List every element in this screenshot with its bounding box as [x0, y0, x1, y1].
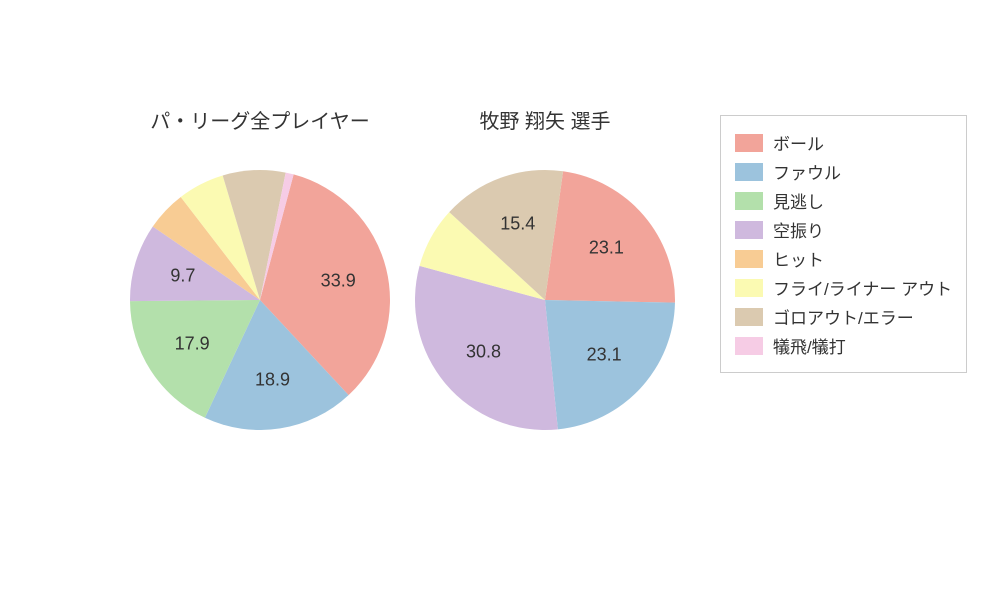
slice-label-foul: 18.9 [255, 369, 290, 390]
legend-label: ファウル [773, 159, 841, 184]
slice-label-ball: 23.1 [589, 237, 624, 258]
chart-title: パ・リーグ全プレイヤー [110, 105, 410, 134]
legend-item-foul: ファウル [735, 159, 952, 184]
slice-label-look: 17.9 [175, 333, 210, 354]
legend-label: 犠飛/犠打 [773, 333, 846, 358]
slice-label-ground: 15.4 [500, 214, 535, 235]
legend-swatch-hit [735, 250, 763, 268]
slice-label-foul: 23.1 [587, 344, 622, 365]
legend-label: 空振り [773, 217, 824, 242]
legend-swatch-swing [735, 221, 763, 239]
legend-swatch-ball [735, 134, 763, 152]
legend-swatch-sac [735, 337, 763, 355]
legend-item-ground: ゴロアウト/エラー [735, 304, 952, 329]
slice-label-swing: 9.7 [170, 266, 195, 287]
legend-label: 見逃し [773, 188, 824, 213]
legend-item-fly: フライ/ライナー アウト [735, 275, 952, 300]
legend-item-ball: ボール [735, 130, 952, 155]
legend-swatch-fly [735, 279, 763, 297]
slice-label-ball: 33.9 [321, 270, 356, 291]
legend-label: ボール [773, 130, 824, 155]
legend-label: ヒット [773, 246, 824, 271]
pie-chart [128, 168, 392, 432]
chart-title: 牧野 翔矢 選手 [395, 105, 695, 134]
legend-swatch-ground [735, 308, 763, 326]
legend-label: ゴロアウト/エラー [773, 304, 914, 329]
legend-swatch-look [735, 192, 763, 210]
pie-chart [413, 168, 677, 432]
chart-stage: パ・リーグ全プレイヤー 33.9 18.9 17.9 9.7 牧野 翔矢 選手 23.1 23… [0, 0, 1000, 600]
legend-swatch-foul [735, 163, 763, 181]
legend-item-hit: ヒット [735, 246, 952, 271]
legend-item-look: 見逃し [735, 188, 952, 213]
legend: ボールファウル見逃し空振りヒットフライ/ライナー アウトゴロアウト/エラー犠飛/… [720, 115, 967, 373]
legend-item-swing: 空振り [735, 217, 952, 242]
slice-label-swing: 30.8 [466, 342, 501, 363]
legend-label: フライ/ライナー アウト [773, 275, 952, 300]
legend-item-sac: 犠飛/犠打 [735, 333, 952, 358]
